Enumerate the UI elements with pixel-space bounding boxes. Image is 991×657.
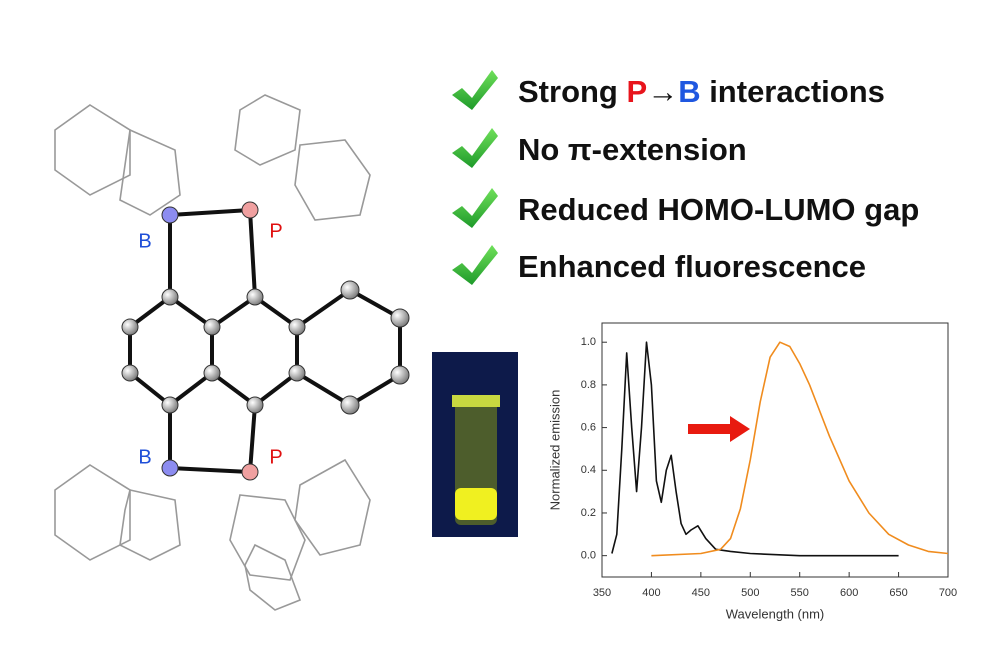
text-segment: Enhanced fluorescence [518, 249, 867, 284]
atom-label: P [269, 220, 282, 242]
y-tick-label: 0.8 [581, 379, 596, 391]
atoms [121, 201, 410, 481]
bonds [128, 208, 402, 474]
text-segment: B [678, 74, 701, 109]
bullet-text: Strong P→B interactions [518, 74, 885, 110]
checkmarks [452, 70, 498, 285]
atom-label: B [138, 230, 151, 252]
text-segment: interactions [700, 74, 885, 109]
bullet-text: No π-extension [518, 132, 747, 168]
data-line [611, 341, 899, 557]
text-segment: Reduced HOMO-LUMO gap [518, 192, 920, 227]
plot-frame [601, 322, 949, 578]
chart: 350 400 450 500 550 600 650 700 0.0 0.2 0.4 0.6 0.8 1… [547, 322, 957, 621]
arrow [688, 416, 750, 442]
x-tick-label: 550 [791, 587, 809, 599]
vial-photo [432, 352, 518, 537]
x-tick-label: 350 [593, 587, 611, 599]
phenyl-rings [54, 94, 371, 611]
y-tick-label: 0.2 [581, 507, 596, 519]
atom-label: B [138, 446, 151, 468]
y-tick-label: 0.0 [581, 550, 596, 562]
text-segment: No π-extension [518, 132, 747, 167]
atom-label: P [269, 446, 282, 468]
data-line [651, 341, 949, 557]
y-axis-label: Normalized emission [547, 390, 562, 511]
x-tick-label: 650 [889, 587, 907, 599]
text-segment: → [647, 74, 679, 109]
text-segment: P [626, 74, 648, 109]
x-tick-label: 600 [840, 587, 858, 599]
x-tick-label: 450 [692, 587, 710, 599]
y-tick-label: 0.6 [581, 421, 596, 433]
bullet-text: Reduced HOMO-LUMO gap [518, 192, 919, 228]
x-tick-label: 400 [642, 587, 660, 599]
y-tick-label: 0.4 [581, 464, 596, 476]
x-tick-label: 500 [741, 587, 759, 599]
text-segment: Strong [518, 74, 627, 109]
x-axis-label: Wavelength (nm) [726, 606, 825, 621]
x-tick-label: 700 [939, 587, 957, 599]
y-tick-label: 1.0 [581, 336, 596, 348]
bullet-text: Enhanced fluorescence [518, 249, 866, 285]
